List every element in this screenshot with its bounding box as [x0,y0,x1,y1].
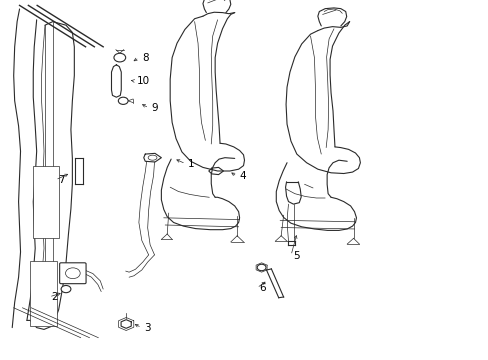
FancyBboxPatch shape [30,261,57,326]
Text: 8: 8 [142,53,148,63]
Text: 6: 6 [259,283,265,293]
Circle shape [114,53,125,62]
Text: 9: 9 [151,103,158,113]
FancyBboxPatch shape [60,263,86,284]
Circle shape [257,264,265,271]
Circle shape [118,97,128,104]
Ellipse shape [65,268,80,279]
Text: 10: 10 [137,76,150,86]
Text: 5: 5 [293,251,300,261]
Text: 7: 7 [58,175,64,185]
Text: 4: 4 [239,171,246,181]
Text: 1: 1 [188,159,195,169]
Ellipse shape [148,155,157,160]
Circle shape [61,285,71,293]
Text: 2: 2 [51,292,58,302]
Text: 3: 3 [144,323,151,333]
FancyBboxPatch shape [33,166,59,238]
